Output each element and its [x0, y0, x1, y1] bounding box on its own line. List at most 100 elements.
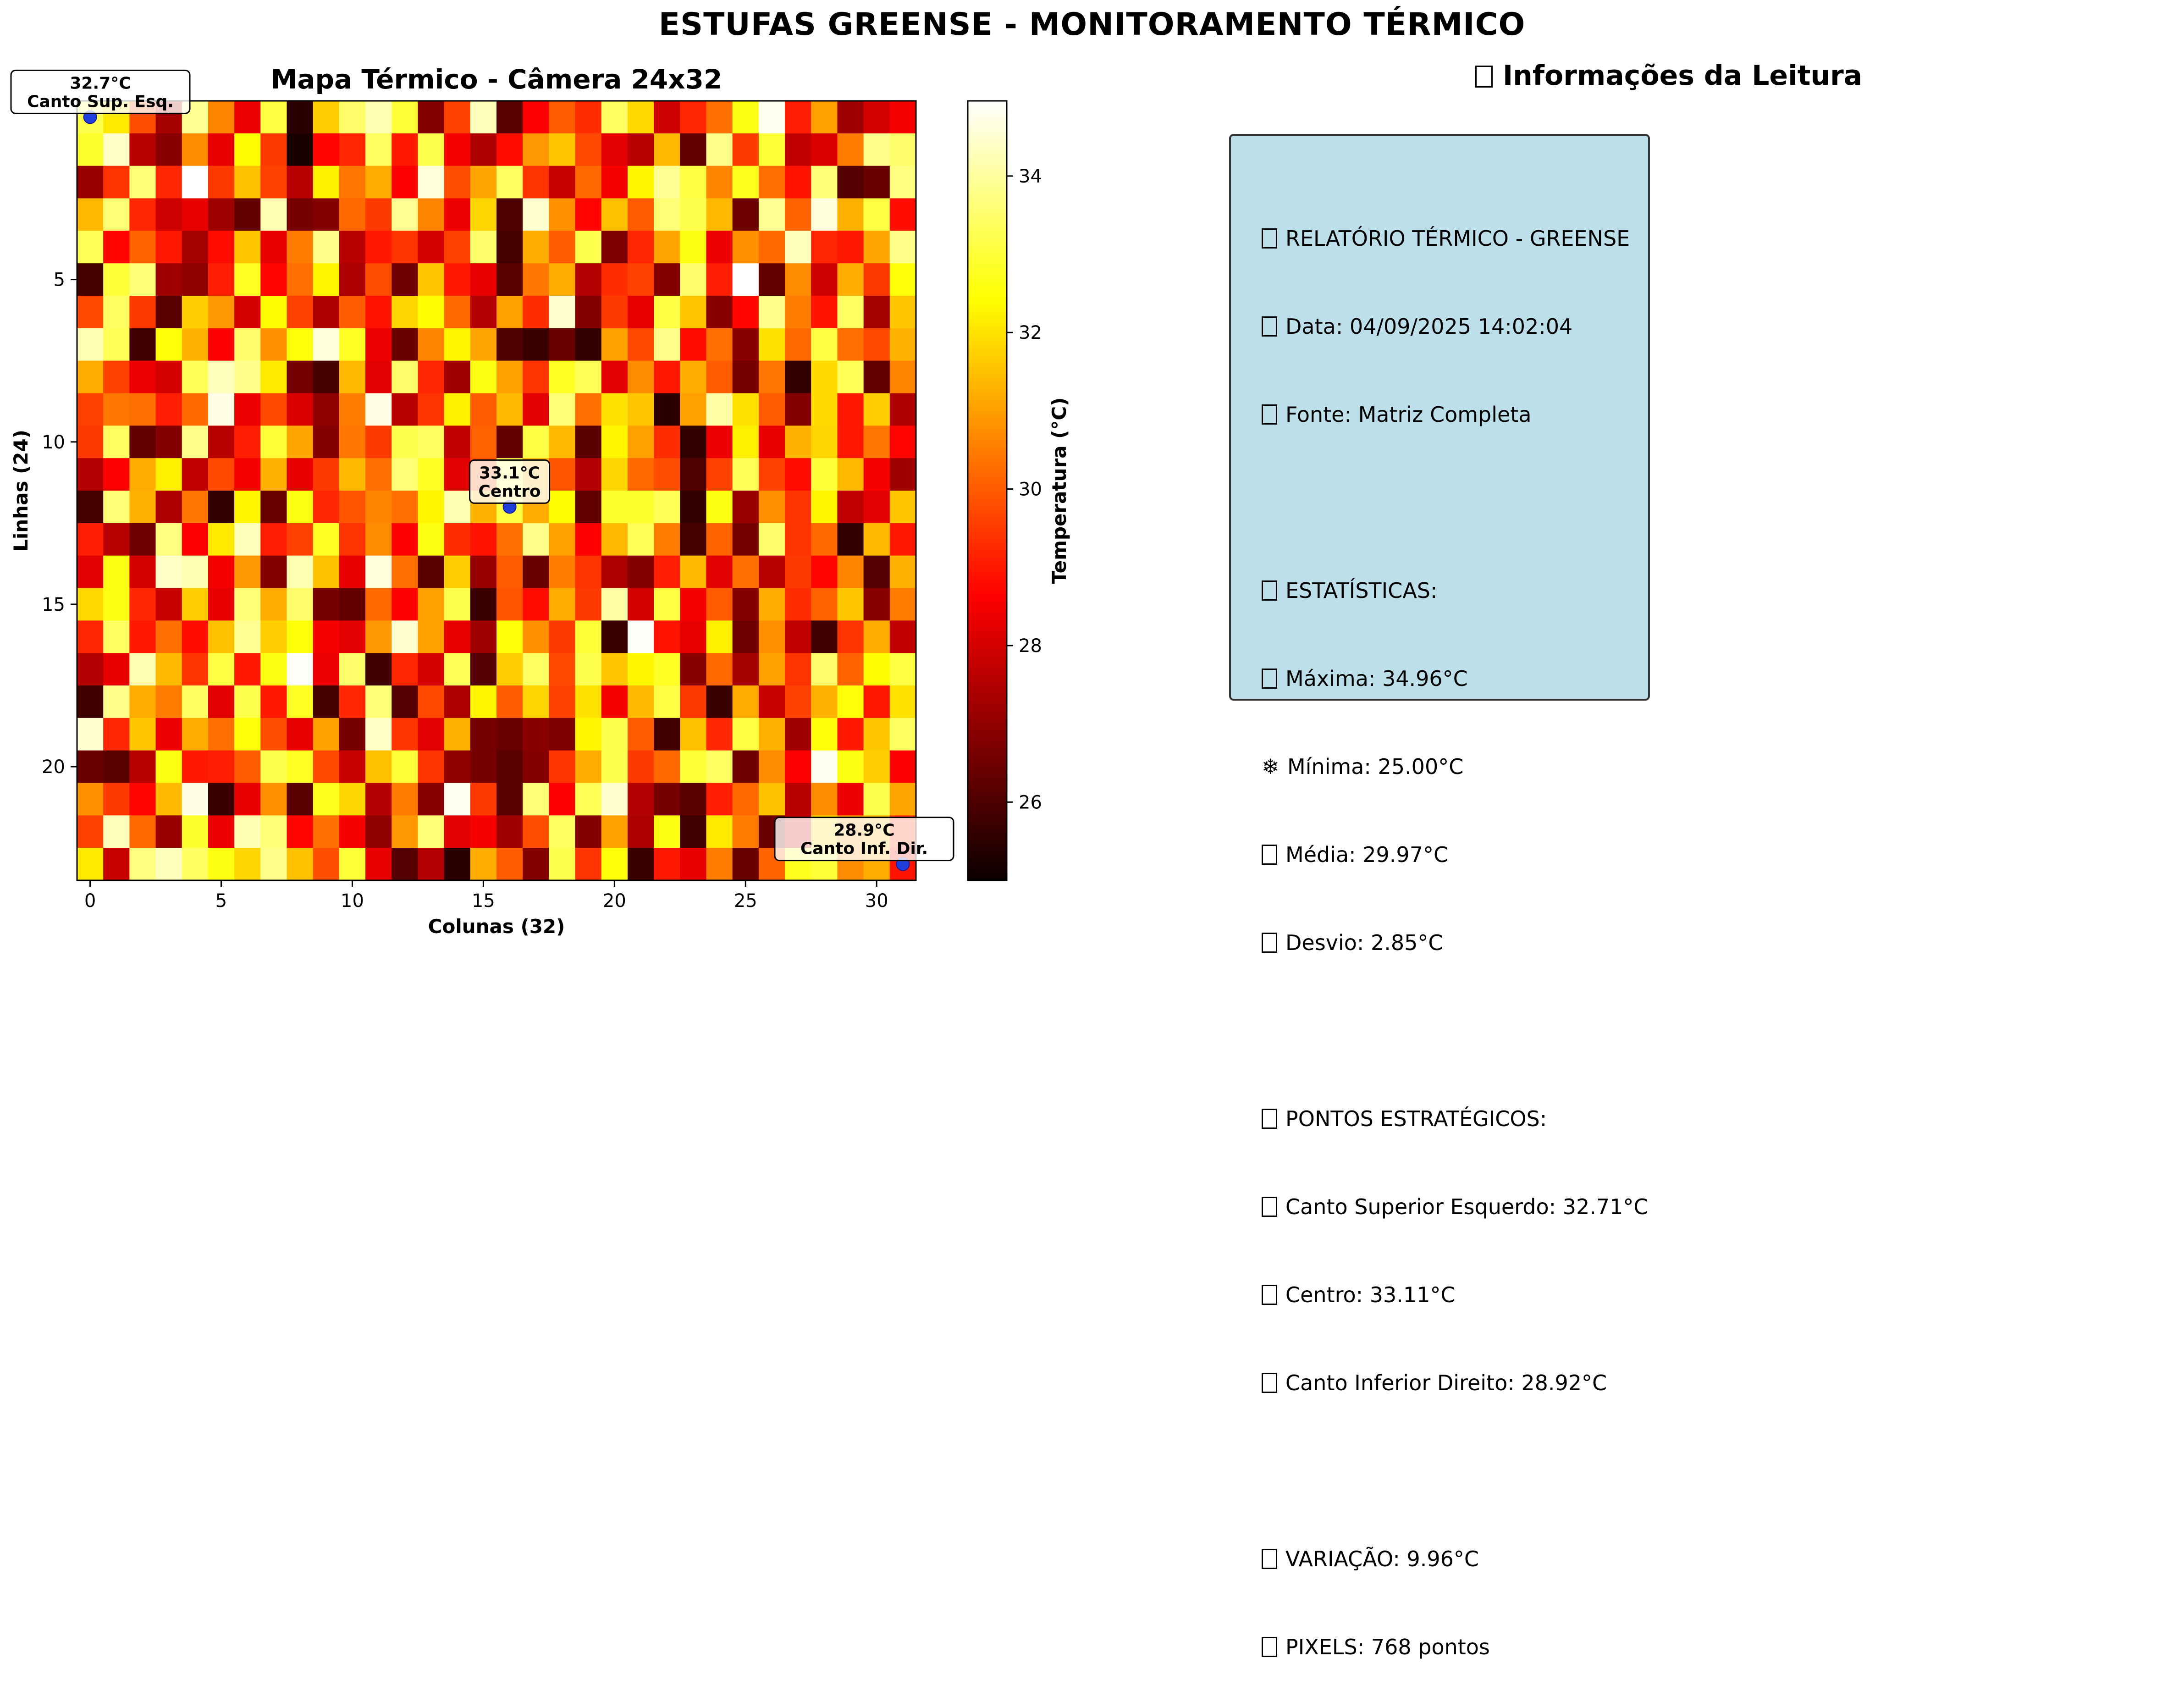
heatmap-cell [365, 815, 392, 848]
heatmap-cell [129, 198, 156, 231]
heatmap-cell [470, 685, 497, 718]
heatmap-cell [418, 685, 445, 718]
heatmap-cell [680, 426, 707, 459]
variation-icon [1262, 1549, 1277, 1569]
heatmap-cell [732, 685, 759, 718]
heatmap-cell [155, 458, 182, 491]
heatmap-cell [549, 685, 576, 718]
info-line-stats-header: ESTATÍSTICAS: [1262, 576, 1649, 605]
heatmap-cell [785, 750, 811, 784]
heatmap-cell [837, 133, 864, 166]
heatmap-cell [654, 458, 680, 491]
heatmap-cell [575, 458, 602, 491]
heatmap-cell [889, 360, 916, 394]
colorbar-tick-label: 26 [1019, 792, 1042, 813]
heatmap-cell [627, 523, 654, 556]
heatmap-cell [654, 685, 680, 718]
heatmap-cell [601, 133, 628, 166]
heatmap-cell [260, 620, 287, 653]
heatmap-cell [496, 523, 523, 556]
heatmap-cell [103, 848, 130, 881]
heatmap-cell [785, 328, 811, 361]
heatmap-cell [470, 783, 497, 816]
heatmap-cell [182, 328, 209, 361]
heatmap-cell [785, 296, 811, 329]
heatmap-cell [444, 328, 471, 361]
heatmap-cell [287, 198, 314, 231]
heatmap-cell [654, 750, 680, 784]
corner-icon [1262, 1197, 1277, 1217]
heatmap-cell [418, 296, 445, 329]
heatmap-cell [444, 523, 471, 556]
heatmap-cell [182, 653, 209, 686]
heatmap-cell [155, 815, 182, 848]
heatmap-cell [863, 555, 890, 589]
heatmap-cell [287, 620, 314, 653]
heatmap-cell [706, 815, 733, 848]
heatmap-cell [260, 491, 287, 524]
heatmap-cell [365, 718, 392, 751]
heatmap-cell [706, 555, 733, 589]
heatmap-cell [785, 685, 811, 718]
heatmap-cell [549, 815, 576, 848]
heatmap-cell [758, 133, 785, 166]
heatmap-cell [601, 101, 628, 134]
heatmap-cell [155, 393, 182, 426]
heatmap-cell [155, 588, 182, 621]
heatmap-cell [863, 101, 890, 134]
heatmap-cell [77, 555, 104, 589]
heatmap-cell [654, 263, 680, 296]
heatmap-cell [129, 458, 156, 491]
heatmap-cell [706, 393, 733, 426]
heatmap-cell [470, 848, 497, 881]
heatmap-cell [706, 426, 733, 459]
heatmap-cell [863, 783, 890, 816]
figure-title: ESTUFAS GREENSE - MONITORAMENTO TÉRMICO [658, 6, 1526, 43]
heatmap-cell [889, 783, 916, 816]
heatmap-cell [182, 296, 209, 329]
heatmap-cell [863, 426, 890, 459]
heatmap-cell [811, 491, 838, 524]
heatmap-cell [392, 296, 419, 329]
info-line-report: RELATÓRIO TÉRMICO - GREENSE [1262, 224, 1649, 253]
heatmap-cell [575, 101, 602, 134]
heatmap-cell [260, 718, 287, 751]
heatmap-cell [287, 296, 314, 329]
heatmap-cell [234, 328, 261, 361]
heatmap-cell [444, 750, 471, 784]
heatmap-cell [654, 296, 680, 329]
heatmap-cell [287, 718, 314, 751]
heatmap-cell [234, 491, 261, 524]
heatmap-cell [339, 653, 366, 686]
heatmap-cell [103, 296, 130, 329]
annotation-label: Centro [479, 482, 541, 501]
heatmap-cell [287, 426, 314, 459]
heatmap-cell [811, 166, 838, 199]
heatmap-cell [732, 588, 759, 621]
heatmap-cell [129, 231, 156, 264]
heatmap-cell [260, 523, 287, 556]
info-line-date: Data: 04/09/2025 14:02:04 [1262, 312, 1649, 341]
heatmap-cell [444, 263, 471, 296]
heatmap-cell [889, 426, 916, 459]
heatmap-cell [182, 718, 209, 751]
heatmap-cell [234, 620, 261, 653]
heatmap-cell [77, 328, 104, 361]
heatmap-cell [418, 393, 445, 426]
heatmap-cell [627, 653, 654, 686]
heatmap-cell [785, 523, 811, 556]
heatmap-cell [837, 263, 864, 296]
heatmap-cell [627, 815, 654, 848]
heatmap-cell [260, 231, 287, 264]
heatmap-cell [575, 555, 602, 589]
heatmap-cell [785, 263, 811, 296]
heatmap-cell [575, 848, 602, 881]
heatmap-cell [706, 685, 733, 718]
heatmap-cell [365, 653, 392, 686]
heatmap-cell [575, 393, 602, 426]
heatmap-cell [601, 458, 628, 491]
heatmap-cell [496, 653, 523, 686]
heatmap-cell [418, 360, 445, 394]
heatmap-cell [103, 231, 130, 264]
heatmap-cell [837, 231, 864, 264]
